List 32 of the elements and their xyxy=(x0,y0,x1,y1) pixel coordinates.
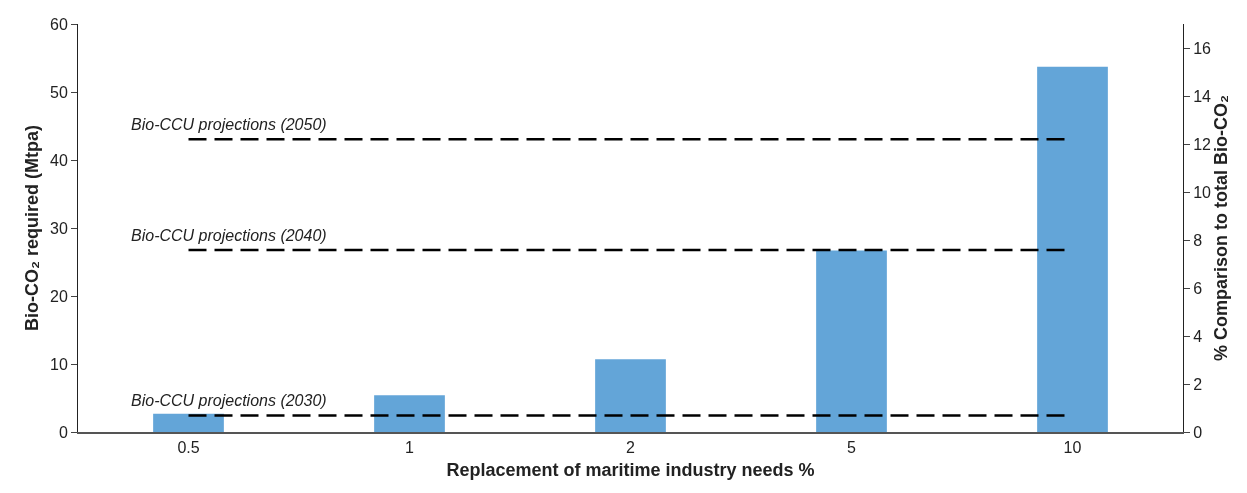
bar xyxy=(374,395,445,432)
y-tick-label: 30 xyxy=(50,219,68,237)
y2-tick-label: 4 xyxy=(1193,327,1203,345)
y2-tick-label: 16 xyxy=(1193,39,1212,57)
y2-tick-label: 10 xyxy=(1193,183,1212,201)
y2-axis-title: % Comparison to total Bio-CO₂ xyxy=(1211,95,1232,361)
y2-tick-label: 0 xyxy=(1193,423,1203,441)
y2-tick-label: 14 xyxy=(1193,87,1212,105)
bar xyxy=(153,413,224,432)
y-tick-label: 40 xyxy=(50,151,68,169)
y-tick-label: 60 xyxy=(50,15,68,33)
x-tick-label: 1 xyxy=(405,438,415,456)
y-tick-label: 0 xyxy=(58,423,68,441)
ref-line-label: Bio-CCU projections (2040) xyxy=(131,227,327,244)
x-axis-title: Replacement of maritime industry needs % xyxy=(446,459,815,480)
ref-line-label: Bio-CCU projections (2050) xyxy=(131,116,327,133)
y-axis-title: Bio-CO₂ required (Mtpa) xyxy=(22,125,43,331)
x-tick-label: 10 xyxy=(1063,438,1082,456)
y-tick-label: 50 xyxy=(50,83,68,101)
y2-tick-label: 6 xyxy=(1193,279,1203,297)
y2-tick-label: 2 xyxy=(1193,375,1203,393)
ref-line-label: Bio-CCU projections (2030) xyxy=(131,392,327,409)
x-tick-label: 0.5 xyxy=(177,438,200,456)
x-tick-label: 5 xyxy=(847,438,857,456)
x-tick-label: 2 xyxy=(626,438,636,456)
y2-tick-label: 8 xyxy=(1193,231,1203,249)
bar xyxy=(816,250,887,432)
y2-tick-label: 12 xyxy=(1193,135,1212,153)
bar xyxy=(595,359,666,432)
bar xyxy=(1037,66,1108,432)
y-tick-label: 10 xyxy=(50,355,68,373)
y-tick-label: 20 xyxy=(50,287,68,305)
